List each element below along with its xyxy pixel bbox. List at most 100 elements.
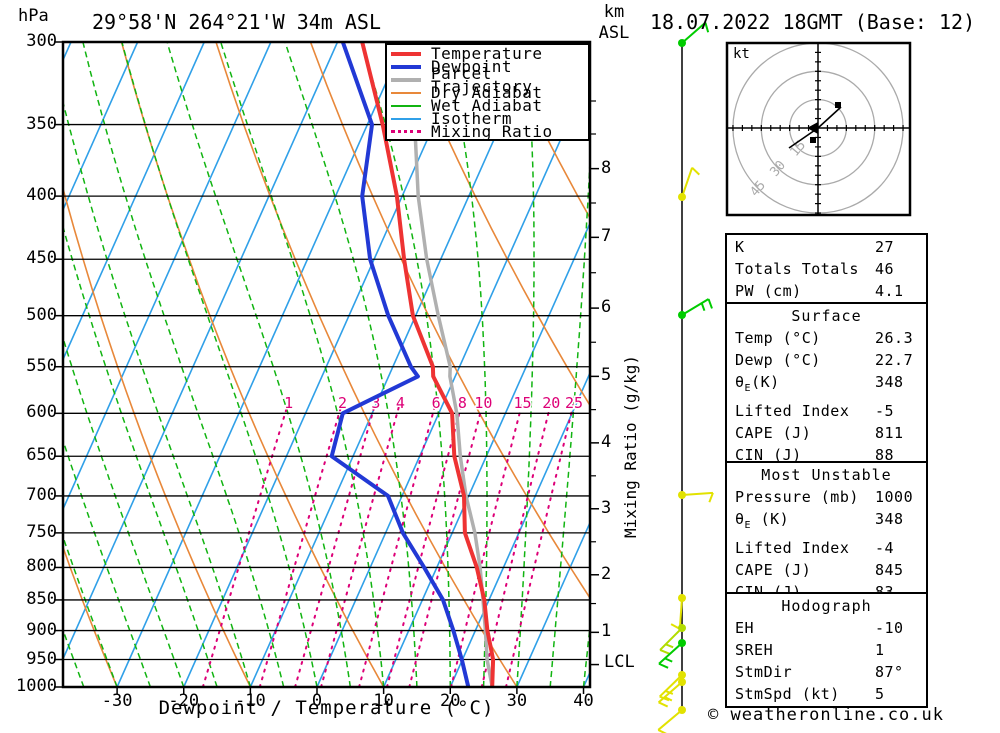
x-axis-title: Dewpoint / Temperature (°C) [158, 697, 495, 719]
wet-adiabat-line [444, 42, 488, 687]
height-axis-unit-asl: ASL [598, 23, 630, 43]
km-tick-label: 6 [601, 297, 612, 318]
pressure-axis-unit: hPa [18, 6, 49, 26]
wet-adiabat-line [63, 335, 185, 687]
wind-barb [678, 298, 713, 319]
legend-swatch [391, 91, 421, 94]
isotherm-line [63, 42, 139, 212]
legend-item-parcel-trajectory: Parcel Trajectory [391, 65, 588, 94]
legend-swatch [391, 117, 421, 120]
km-tick-label: 7 [601, 226, 612, 247]
mixing-ratio-value-label: 10 [474, 394, 492, 412]
stat-value: 845 [875, 561, 904, 579]
km-tick-label: 5 [601, 365, 612, 386]
stat-value: 46 [875, 260, 895, 278]
stat-row: PW (cm) 4.1 [727, 280, 926, 302]
stat-value: -10 [875, 619, 904, 637]
legend-item-dewpoint: Dewpoint [391, 57, 588, 76]
legend-label: Wet Adiabat [431, 96, 543, 115]
stat-value: -5 [875, 402, 895, 420]
stat-row: θE (K) 348 [727, 508, 926, 537]
wet-adiabat-line [516, 42, 535, 687]
stat-value: 4.1 [875, 282, 904, 300]
stat-row: θE(K) 348 [727, 371, 926, 400]
hodograph-border [725, 41, 912, 217]
mixing-ratio-value-label: 4 [396, 394, 405, 412]
stat-row: CAPE (J) 845 [727, 559, 926, 581]
legend-label: Temperature [431, 44, 543, 63]
stat-label: Pressure (mb) [735, 488, 859, 506]
stat-row: Temp (°C) 26.3 [727, 327, 926, 349]
stat-label: Lifted Index [735, 539, 850, 557]
stat-row: CIN (J) 88 [727, 444, 926, 466]
temp-tick-label: 40 [573, 691, 594, 711]
stats-table-title: Most Unstable [761, 466, 892, 484]
pressure-tick-label: 300 [26, 31, 57, 51]
pressure-tick-label: 800 [26, 556, 57, 577]
stat-label: CIN (J) [735, 446, 802, 464]
km-tick-label: 2 [601, 563, 612, 584]
km-tick-label: 1 [601, 621, 612, 642]
temperature-curve [360, 42, 496, 687]
isotherm-line [63, 42, 339, 661]
stat-value: 5 [875, 685, 885, 703]
wet-adiabat-line [121, 42, 318, 687]
isotherm-line [183, 42, 472, 687]
stat-label: CAPE (J) [735, 424, 812, 442]
legend-swatch [391, 77, 421, 82]
mixing-ratio-value-label: 6 [432, 394, 441, 412]
pressure-tick-label: 750 [26, 521, 57, 542]
stat-row: Lifted Index -4 [727, 537, 926, 559]
legend-swatch [391, 104, 421, 107]
legend-swatch [391, 64, 421, 69]
plot-border [61, 40, 592, 689]
hodograph-point-marker [810, 137, 816, 143]
wind-barb [657, 706, 686, 733]
mixing-ratio-value-label: 8 [458, 394, 467, 412]
temp-tick-label: 0 [311, 691, 323, 711]
stat-value: 811 [875, 424, 904, 442]
legend-item-isotherm: Isotherm [391, 111, 588, 127]
isotherm-line [63, 42, 205, 362]
copyright: © weatheronline.co.uk [708, 705, 944, 725]
wet-adiabat-line [63, 99, 252, 687]
isotherm-line [316, 71, 590, 687]
stats-table-hodograph: Hodograph EH -10 SREH 1 StmDir 87° StmSpd (kt) 5 [725, 592, 928, 708]
wet-adiabat-line [82, 42, 285, 687]
mixing-ratio-value-label: 1 [284, 394, 293, 412]
stat-value: 26.3 [875, 329, 914, 347]
dewpoint-curve [329, 42, 471, 687]
skewt-plot-area: 1 2 3 4 6 8 10 15 20 25 [63, 42, 590, 687]
pressure-tick-label: 900 [26, 619, 57, 640]
mixing-ratio-line [201, 403, 289, 687]
wind-barb [670, 594, 686, 630]
isotherm-line [116, 42, 405, 687]
mixing-ratio-value-label: 25 [565, 394, 583, 412]
wind-barb [678, 166, 700, 201]
stat-value: 348 [875, 510, 904, 528]
wind-barb [659, 624, 686, 655]
stat-label: EH [735, 619, 755, 637]
wind-barb [678, 491, 714, 503]
lcl-label: LCL [604, 652, 635, 672]
wet-adiabat-line [63, 224, 218, 687]
legend-box: Temperature Dewpoint Parcel Trajectory Dry … [385, 43, 590, 141]
mixing-ratio-line [294, 403, 377, 687]
legend-label: Dewpoint [431, 57, 513, 76]
pressure-tick-label: 450 [26, 248, 57, 269]
mixing-ratio-axis-title: Mixing Ratio (g/kg) [621, 354, 640, 538]
stat-label: SREH [735, 641, 774, 659]
legend-item-wet-adiabat: Wet Adiabat [391, 96, 588, 115]
isotherm-line [449, 371, 590, 687]
wind-barb [678, 21, 710, 47]
km-tick-label: 4 [601, 431, 612, 452]
temp-tick-label: 10 [373, 691, 394, 711]
stat-row: Totals Totals 46 [727, 258, 926, 280]
stat-row: EH -10 [727, 617, 926, 639]
legend-swatch [391, 51, 421, 56]
temp-tick-label: -10 [235, 691, 266, 711]
hodograph-point-marker [835, 102, 841, 108]
stat-label: Temp (°C) [735, 329, 821, 347]
stat-label: Dewp (°C) [735, 351, 821, 369]
stat-value: 348 [875, 373, 904, 391]
